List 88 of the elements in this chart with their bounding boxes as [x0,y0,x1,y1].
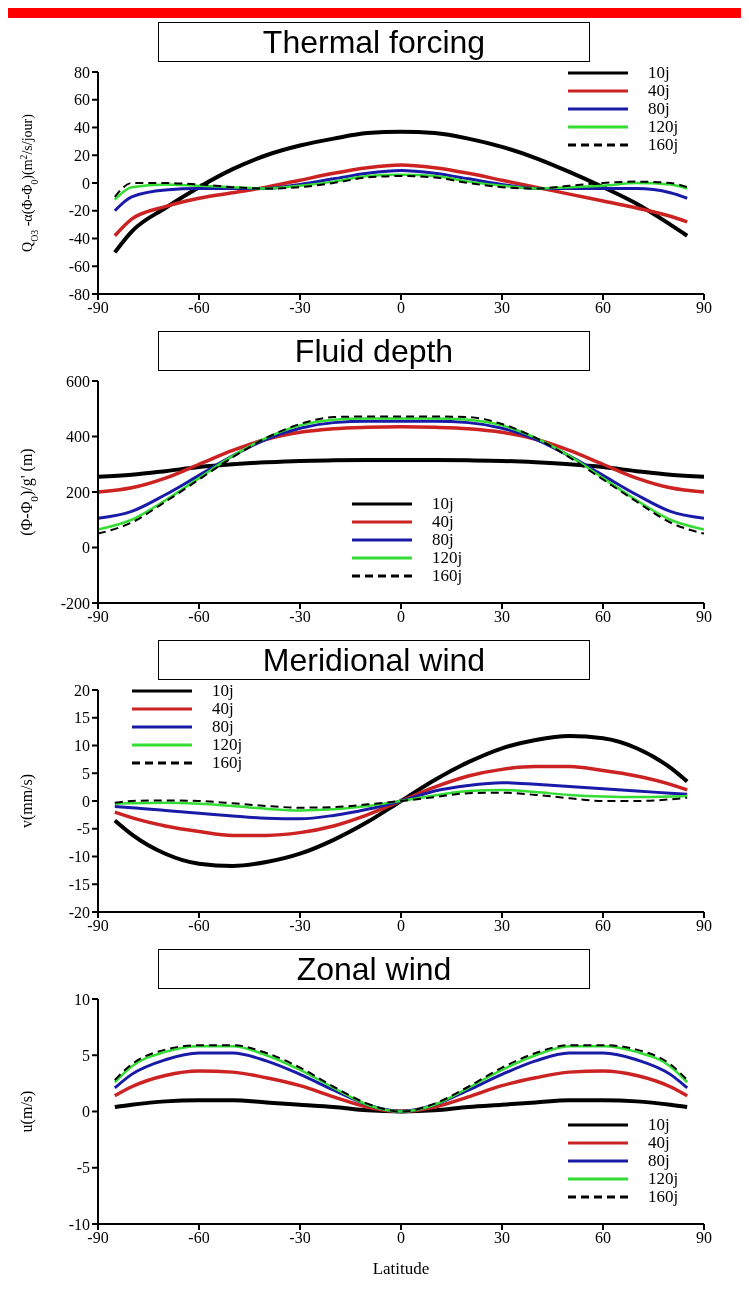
y-tick-label: 80 [74,63,90,81]
x-tick-label: 30 [494,1229,510,1247]
x-tick-label: -30 [289,608,311,626]
x-tick-label: 90 [696,1229,712,1247]
y-tick-label: -5 [76,1159,90,1177]
x-tick-label: 90 [696,299,712,317]
y-tick-label: -20 [68,903,90,921]
y-tick-label: 5 [82,1046,90,1064]
x-tick-label: -60 [188,1229,210,1247]
y-tick-label: -5 [76,820,90,838]
x-tick-label: 0 [397,1229,405,1247]
x-tick-label: -90 [87,917,109,935]
y-tick-label: 0 [82,539,90,557]
y-tick-label: 0 [82,174,90,192]
x-tick-label: -60 [188,608,210,626]
legend-label: 80j [648,1151,670,1170]
x-tick-label: 0 [397,608,405,626]
x-axis-title: Latitude [372,1259,430,1278]
legend-label: 160j [648,135,679,154]
chart-title: Meridional wind [158,640,590,680]
x-tick-label: 30 [494,299,510,317]
y-tick-label: -10 [68,848,90,866]
legend-label: 160j [432,566,463,585]
x-tick-label: -30 [289,299,311,317]
legend-label: 40j [648,1133,670,1152]
legend-label: 80j [648,99,670,118]
y-tick-label: 200 [66,483,90,501]
chart-title: Zonal wind [158,949,590,989]
x-tick-label: -90 [87,299,109,317]
line-series [113,163,689,238]
y-tick-label: 20 [74,681,90,699]
y-tick-label: -40 [68,230,90,248]
legend-label: 120j [648,1169,679,1188]
y-tick-label: 20 [74,146,90,164]
x-tick-label: -30 [289,917,311,935]
y-tick-label: 0 [82,1103,90,1121]
x-tick-label: -60 [188,917,210,935]
y-axis-title: u(m/s) [18,1090,36,1133]
x-tick-label: -90 [87,608,109,626]
y-tick-label: 60 [74,91,90,109]
y-tick-label: 600 [66,372,90,390]
legend-label: 10j [648,63,670,82]
y-axis-title: v(mm/s) [18,773,36,829]
y-tick-label: 10 [74,990,90,1008]
legend-label: 80j [432,530,454,549]
line-series [98,425,704,494]
chart-title: Thermal forcing [158,22,590,62]
x-tick-label: 30 [494,608,510,626]
line-series [112,734,690,868]
x-tick-label: 90 [696,917,712,935]
x-tick-label: 30 [494,917,510,935]
y-tick-label: 5 [82,764,90,782]
x-tick-label: 60 [595,608,611,626]
legend-label: 120j [432,548,463,567]
legend-label: 10j [432,494,454,513]
chart-title: Fluid depth [158,331,590,371]
legend-label: 40j [212,699,234,718]
legend-label: 120j [212,735,243,754]
y-tick-label: -200 [60,594,90,612]
x-tick-label: 0 [397,299,405,317]
x-tick-label: 90 [696,608,712,626]
legend-label: 40j [648,81,670,100]
x-tick-label: -30 [289,1229,311,1247]
x-tick-label: 60 [595,299,611,317]
x-tick-label: 60 [595,1229,611,1247]
legend-label: 40j [432,512,454,531]
legend-label: 80j [212,717,234,736]
legend-label: 10j [648,1115,670,1134]
y-tick-label: -60 [68,257,90,275]
x-tick-label: 60 [595,917,611,935]
x-tick-label: -90 [87,1229,109,1247]
y-tick-label: 10 [74,737,90,755]
x-tick-label: -60 [188,299,210,317]
legend-label: 160j [648,1187,679,1206]
y-tick-label: -80 [68,285,90,303]
y-tick-label: -10 [68,1215,90,1233]
line-series [113,781,689,821]
legend-label: 120j [648,117,679,136]
legend-label: 160j [212,753,243,772]
y-tick-label: -20 [68,202,90,220]
y-tick-label: 0 [82,792,90,810]
x-tick-label: 0 [397,917,405,935]
legend-label: 10j [212,681,234,700]
y-tick-label: 15 [74,709,90,727]
y-tick-label: 40 [74,119,90,137]
y-tick-label: -15 [68,875,90,893]
line-series [113,1069,689,1114]
y-tick-label: 400 [66,428,90,446]
